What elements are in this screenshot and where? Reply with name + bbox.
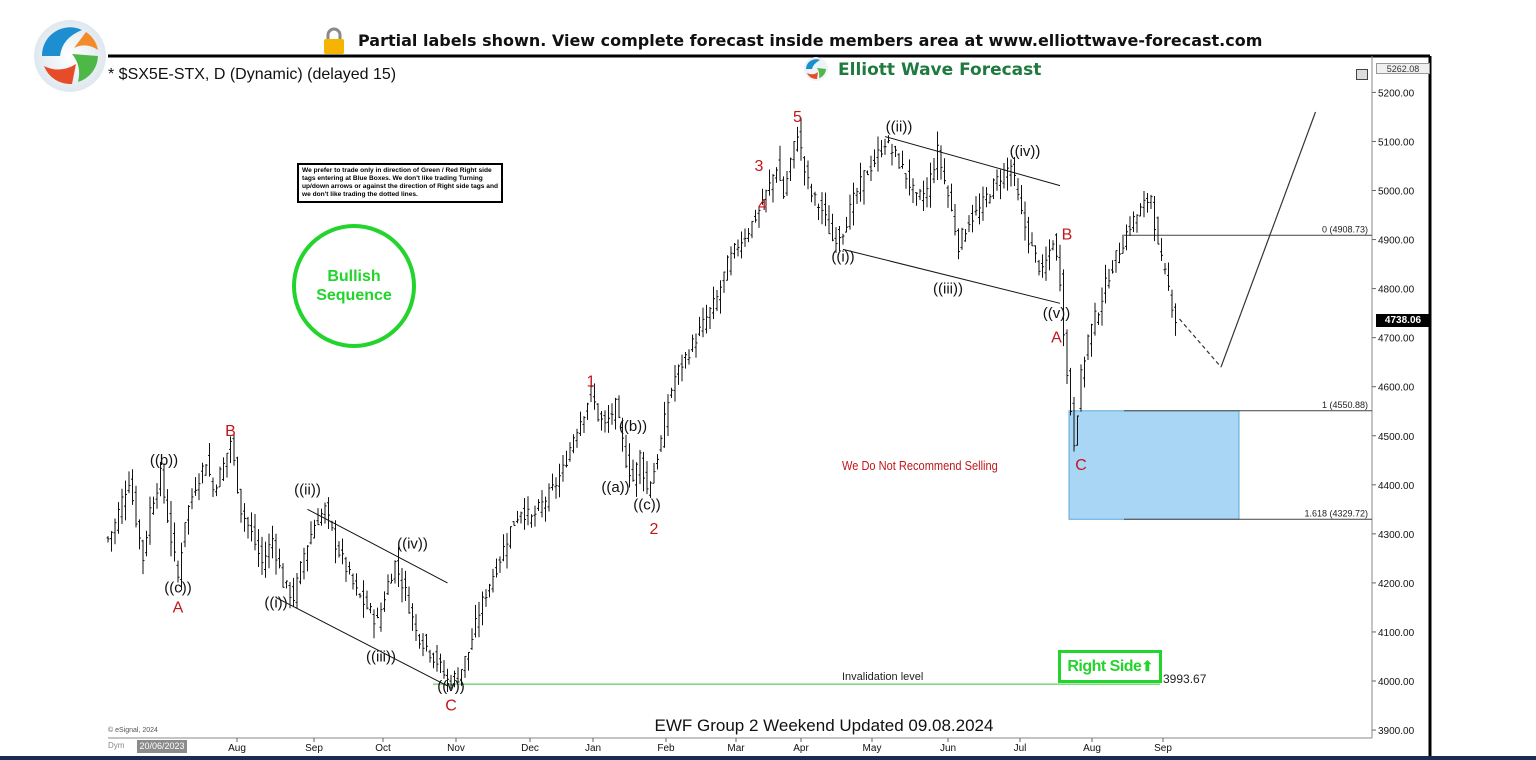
- wave-label-black: ((i)): [831, 249, 854, 266]
- y-tick-label: 4300.00: [1378, 530, 1415, 541]
- wave-label-red: 2: [650, 521, 659, 538]
- fib-label: 0 (4908.73): [1322, 224, 1368, 234]
- channel-line: [275, 597, 448, 687]
- y-tick-label: 5100.00: [1378, 137, 1415, 148]
- invalidation-value: 3993.67: [1163, 672, 1207, 686]
- ewf-logo-icon: [34, 20, 106, 92]
- blue-box-area: [1068, 410, 1240, 520]
- wave-label-red: 5: [793, 109, 802, 126]
- right-side-tag: Right Side⬆: [1058, 650, 1162, 683]
- wave-label-red: C: [445, 697, 457, 714]
- wave-label-red: 3: [755, 158, 764, 175]
- y-tick-label: 5000.00: [1378, 187, 1415, 198]
- wave-label-red: B: [225, 423, 236, 440]
- fib-levels: 0 (4908.73) 1 (4550.88) 1.618 (4329.72): [433, 224, 1372, 685]
- projection-solid: [1220, 111, 1317, 368]
- window-icon[interactable]: [1356, 69, 1368, 80]
- members-banner: Partial labels shown. View complete fore…: [358, 31, 1263, 50]
- bullish-sequence-badge: Bullish Sequence: [292, 224, 416, 348]
- channel-line: [307, 508, 448, 584]
- wave-label-black: ((b)): [150, 452, 178, 469]
- wave-label-red: A: [1051, 330, 1062, 347]
- wave-label-red: C: [1075, 457, 1087, 474]
- x-tick-label: Sep: [305, 743, 323, 754]
- lock-icon: [324, 27, 344, 54]
- channel-line: [842, 248, 1061, 304]
- footer-title: EWF Group 2 Weekend Updated 09.08.2024: [654, 716, 994, 735]
- brand-swirl-icon: [804, 57, 828, 81]
- y-tick-label: 3900.00: [1378, 726, 1415, 737]
- wave-channels: [275, 136, 1061, 687]
- x-tick-label: Sep: [1154, 743, 1172, 754]
- brand-name: Elliott Wave Forecast: [838, 60, 1042, 80]
- wave-label-red: 4: [758, 197, 767, 214]
- y-tick-label: 4500.00: [1378, 432, 1415, 443]
- x-tick-label: Nov: [447, 743, 465, 754]
- wave-label-black: ((i)): [264, 594, 287, 611]
- plot-area: [108, 56, 1430, 738]
- copyright-text: © eSignal, 2024: [108, 727, 158, 734]
- y-tick-label: 5200.00: [1378, 88, 1415, 99]
- wave-label-black: ((iii)): [933, 281, 963, 298]
- fib-label: 1.618 (4329.72): [1304, 508, 1368, 518]
- projection-path: [1179, 111, 1317, 368]
- wave-label-black: ((iv)): [1010, 143, 1041, 160]
- current-price-tag: 4738.06: [1376, 314, 1430, 327]
- x-tick-label: Aug: [1083, 743, 1101, 754]
- x-tick-label: Jul: [1014, 743, 1027, 754]
- invalidation-label: Invalidation level: [842, 671, 924, 683]
- bullish-sequence-label: Bullish Sequence: [316, 268, 392, 304]
- blue-box: [1068, 410, 1240, 520]
- not-selling-label: We Do Not Recommend Selling: [842, 458, 998, 473]
- fib-label: 1 (4550.88): [1322, 400, 1368, 410]
- x-tick-label: Apr: [793, 743, 809, 754]
- wave-label-red: A: [173, 599, 184, 616]
- x-tick-label: Feb: [657, 743, 675, 754]
- wave-label-black: ((iv)): [397, 536, 428, 553]
- wave-label-black: ((b)): [619, 418, 647, 435]
- wave-label-black: ((v)): [1043, 305, 1070, 322]
- symbol-title: * $SX5E-STX, D (Dynamic) (delayed 15): [108, 66, 397, 83]
- chart-axes: 5200.00 5100.00 5000.00 4900.00 4800.00 4700.…: [108, 54, 1432, 756]
- top-price-tag: 5262.08: [1376, 63, 1430, 74]
- x-tick-label: Mar: [727, 743, 745, 754]
- wave-label-black: ((ii)): [294, 482, 321, 499]
- wave-label-red: 1: [587, 374, 596, 391]
- price-candles: [106, 117, 1177, 693]
- channel-line: [884, 136, 1061, 187]
- x-tick-label: Jan: [585, 743, 601, 754]
- trading-note: We prefer to trade only in direction of …: [297, 163, 503, 203]
- wave-label-black: ((v)): [437, 678, 464, 695]
- wave-label-black: ((ii)): [886, 119, 913, 136]
- x-tick-label: May: [863, 743, 882, 754]
- wave-label-black: ((iii)): [366, 648, 396, 665]
- wave-label-black: ((c)): [164, 580, 191, 597]
- wave-labels: ((b)) ((c)) ((ii)) ((i)) ((iv)) ((iii)) ((v)) (…: [150, 109, 1087, 715]
- x-tick-label: Jun: [940, 743, 956, 754]
- wave-label-black: ((a)): [601, 479, 629, 496]
- dym-text: Dym: [108, 741, 125, 750]
- y-tick-label: 4700.00: [1378, 334, 1415, 345]
- y-tick-label: 4900.00: [1378, 236, 1415, 247]
- bottom-bar: [0, 756, 1536, 760]
- projection-dashed: [1179, 318, 1222, 368]
- x-tick-label: Oct: [375, 743, 391, 754]
- right-side-label: Right Side: [1067, 658, 1142, 675]
- up-arrow-icon: ⬆: [1141, 658, 1153, 674]
- y-tick-label: 4100.00: [1378, 628, 1415, 639]
- wave-label-red: B: [1062, 227, 1073, 244]
- y-tick-label: 4600.00: [1378, 383, 1415, 394]
- wave-label-black: ((c)): [633, 496, 660, 513]
- x-tick-label: Dec: [521, 743, 539, 754]
- y-tick-label: 4200.00: [1378, 579, 1415, 590]
- y-tick-label: 4000.00: [1378, 677, 1415, 688]
- y-tick-label: 4400.00: [1378, 481, 1415, 492]
- y-tick-label: 4800.00: [1378, 285, 1415, 296]
- x-tick-label: Aug: [228, 743, 246, 754]
- date-box: 20/06/2023: [137, 740, 187, 753]
